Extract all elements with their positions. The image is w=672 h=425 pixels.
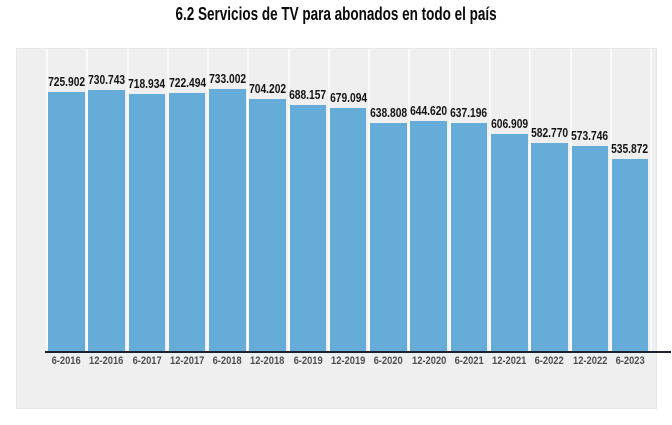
x-axis-tick-label: 6-2023 (615, 355, 645, 367)
x-axis-tick-label: 6-2018 (212, 355, 242, 367)
x-axis-tick-label: 6-2022 (534, 355, 565, 367)
vertical-gridline (488, 49, 491, 351)
vertical-gridline (368, 49, 371, 351)
bar-value-label: 679.094 (329, 91, 367, 106)
x-axis-tick-label: 6-2019 (293, 355, 323, 367)
x-axis-tick-label: 6-2021 (454, 355, 484, 367)
x-axis-tick-label: 6-2016 (51, 355, 81, 367)
bar (168, 92, 206, 351)
bar-value-label: 535.872 (611, 142, 649, 157)
bar (88, 89, 125, 351)
x-axis-tick-label: 6-2020 (373, 355, 404, 367)
bar-value-label: 722.494 (168, 75, 206, 90)
bar (571, 145, 609, 351)
bar-value-label: 582.770 (531, 125, 569, 140)
x-axis-tick-label: 12-2021 (492, 355, 527, 367)
x-axis-tick-label: 12-2019 (331, 355, 366, 367)
bar-value-label: 725.902 (47, 74, 85, 89)
bar (48, 91, 85, 351)
vertical-gridline (448, 49, 451, 351)
vertical-gridline (166, 49, 169, 351)
bar (128, 94, 166, 351)
x-axis-tick-label: 12-2018 (250, 355, 285, 367)
vertical-gridline (247, 49, 250, 351)
bar (410, 120, 448, 351)
bar-value-label: 733.002 (208, 72, 246, 86)
vertical-gridline (126, 49, 129, 351)
x-axis-tick-label: 12-2020 (411, 355, 446, 367)
bar (329, 108, 367, 351)
vertical-gridline (287, 49, 290, 351)
vertical-gridline (86, 49, 89, 351)
bar (249, 99, 286, 351)
bar-value-label: 688.157 (289, 88, 327, 103)
vertical-gridline (207, 49, 210, 351)
bar-value-label: 704.202 (249, 82, 287, 97)
vertical-gridline (529, 49, 532, 351)
vertical-gridline (408, 49, 411, 351)
x-axis-tick-label: 6-2017 (132, 355, 162, 367)
bar (531, 142, 568, 351)
x-axis-tick-label: 12-2016 (89, 355, 124, 367)
bar-value-label: 638.808 (369, 105, 407, 120)
bar (370, 122, 407, 351)
bar (490, 134, 528, 351)
bar (289, 105, 327, 351)
bar-value-label: 730.743 (88, 72, 126, 87)
vertical-gridline (569, 49, 572, 351)
bar-value-label: 573.746 (571, 128, 609, 143)
bar-value-label: 644.620 (410, 103, 448, 118)
x-axis-line (45, 351, 671, 353)
bar-value-label: 606.909 (490, 117, 528, 132)
vertical-gridline (650, 49, 653, 351)
chart-title: 6.2 Servicios de TV para abonados en tod… (0, 4, 672, 25)
vertical-gridline (46, 49, 48, 351)
vertical-gridline (327, 49, 330, 351)
x-axis-tick-label: 12-2017 (169, 355, 205, 367)
bar (611, 159, 649, 351)
bar (450, 123, 488, 351)
bar-value-label: 718.934 (128, 77, 166, 92)
bar-value-label: 637.196 (450, 106, 488, 121)
vertical-gridline (609, 49, 612, 351)
chart-title-text: 6.2 Servicios de TV para abonados en tod… (175, 4, 497, 24)
bar (209, 89, 246, 351)
plot-area: 725.902 730.743 718.934 722.494 733.002 704.2… (16, 48, 671, 409)
x-axis-tick-label: 12-2022 (572, 355, 607, 367)
